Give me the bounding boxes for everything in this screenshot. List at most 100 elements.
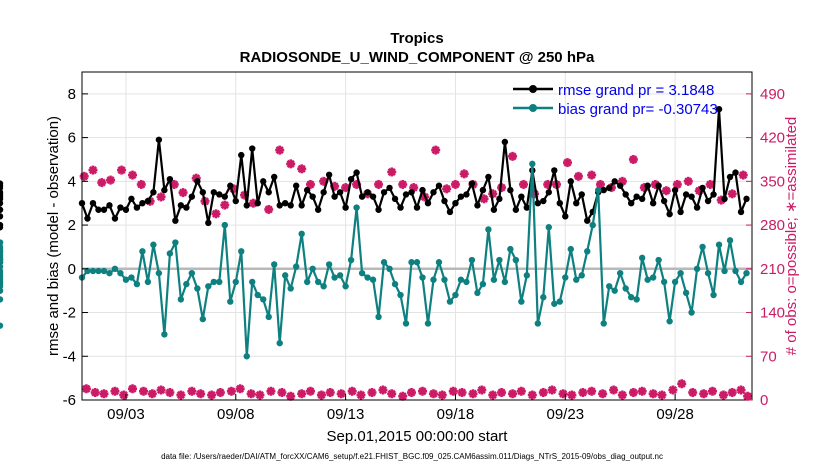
series-1-point-22 [199,315,207,323]
obs-bottom-marker-6 [139,386,149,396]
series-0-point-49 [347,175,355,183]
series-1-point-53 [369,276,377,283]
x-tick-label-3: 09/18 [437,406,475,423]
obs-bottom-marker-27-stroke [348,387,357,396]
series-0-point-100 [627,200,635,207]
obs-bottom-marker-28 [356,390,366,400]
obs-bottom-marker-6-stroke [139,387,148,396]
obs-bottom-marker-16 [235,384,245,394]
series-0-point-120 [737,208,745,216]
obs-top-marker-19 [275,145,285,155]
obs-top-marker-47 [573,171,583,181]
series-0-point-75 [490,206,498,213]
obs-top-marker-19-stroke [275,145,284,155]
series-0-point-106 [660,197,668,205]
series-0-point-13 [150,189,157,196]
obs-bottom-marker-40-stroke [477,385,486,395]
obs-top-marker-6 [136,179,146,189]
series-1-point-118 [726,237,734,244]
series-0-point-84 [540,197,547,205]
series-0-point-45 [325,171,333,178]
series-0-point-76 [496,195,503,203]
series-0-point-64 [430,189,437,196]
series-0-point-17 [172,217,179,224]
legend-marker-rmse [529,85,537,93]
series-0-point-51 [358,193,366,200]
obs-bottom-marker-42-stroke [497,388,506,397]
series-1-point-59 [402,320,410,327]
series-1-point-120 [737,278,745,286]
obs-bottom-marker-56-stroke [638,387,647,396]
series-1-point-73 [479,280,487,288]
series-1-point-19 [183,280,190,288]
series-1-point-72 [474,289,481,297]
series-0-point-19 [183,204,190,211]
obs-bottom-marker-21 [286,391,296,401]
obs-top-marker-55 [661,186,671,196]
series-0-point-77 [501,138,509,146]
series-1-point-88 [562,274,569,281]
obs-top-marker-21 [297,164,307,174]
obs-bottom-marker-18 [255,390,265,400]
obs-bottom-marker-26-stroke [337,389,346,398]
series-0-point-121 [743,195,750,203]
obs-bottom-marker-27 [347,386,357,396]
series-0-point-5 [106,202,113,209]
obs-bottom-marker-30-stroke [378,385,388,395]
series-1-point-106 [660,278,668,286]
series-1-point-147 [0,245,4,253]
obs-bottom-marker-41-stroke [488,390,497,400]
series-1-point-32 [254,291,261,299]
obs-top-marker-5-stroke [128,170,137,180]
series-0-point-54 [375,206,382,213]
obs-bottom-marker-67-stroke [743,392,752,401]
series-0-point-95 [600,186,607,194]
obs-bottom-marker-22 [297,389,307,399]
series-0-point-44 [320,189,327,196]
series-1-point-89 [567,245,574,253]
series-1-point-109 [677,269,684,277]
series-1-point-105 [655,256,662,264]
obs-bottom-marker-34-stroke [418,387,427,396]
series-1-point-69 [457,276,465,283]
series-0-point-81 [523,204,531,211]
series-0-point-67 [446,208,454,216]
series-0-point-134 [0,191,4,198]
obs-bottom-marker-8 [156,385,166,395]
series-1-point-117 [721,267,728,275]
y-axis-right-label: # of obs: o=possible; ∗=assimilated [783,117,800,356]
series-1-point-55 [380,259,388,266]
obs-bottom-marker-26 [336,389,346,399]
obs-top-marker-34-stroke [442,184,451,193]
obs-bottom-marker-11 [187,386,197,396]
obs-bottom-marker-47-stroke [547,385,557,395]
series-0-point-35 [271,173,278,181]
obs-bottom-marker-44-stroke [517,387,526,396]
obs-bottom-marker-32 [398,391,408,401]
series-1-point-70 [463,278,470,286]
obs-top-marker-14 [220,200,230,210]
obs-bottom-marker-52 [598,389,608,399]
series-1-point-45 [325,261,333,268]
obs-top-marker-3 [106,175,116,185]
obs-bottom-marker-47 [547,385,557,395]
obs-bottom-marker-31 [387,389,397,399]
obs-bottom-marker-45 [527,390,537,400]
obs-bottom-marker-48 [558,389,568,399]
series-0-point-36 [276,202,283,209]
obs-bottom-marker-14-stroke [216,388,225,397]
series-1-point-94 [595,186,602,194]
obs-bottom-marker-16-stroke [236,384,245,393]
series-1-point-65 [435,259,443,266]
obs-top-marker-61 [727,189,737,199]
series-1-point-37 [281,272,289,279]
obs-bottom-marker-33-stroke [407,388,416,397]
obs-top-marker-20 [286,159,296,169]
series-1-point-5 [106,269,113,277]
obs-bottom-marker-56 [637,386,647,396]
obs-top-marker-33 [431,145,441,155]
obs-bottom-marker-42 [497,388,507,398]
obs-bottom-marker-58 [657,390,667,400]
obs-bottom-marker-29 [367,388,377,398]
obs-bottom-marker-51 [587,386,597,396]
